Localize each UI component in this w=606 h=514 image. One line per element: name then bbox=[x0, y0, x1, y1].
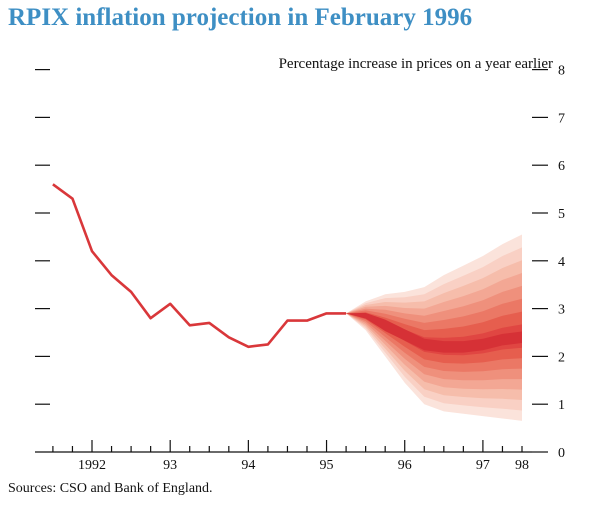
x-tick-label-94: 94 bbox=[241, 458, 255, 473]
y-tick-label-4: 4 bbox=[558, 255, 565, 270]
y-tick-label-8: 8 bbox=[558, 64, 565, 79]
y-tick-label-2: 2 bbox=[558, 350, 565, 365]
chart-title: RPIX inflation projection in February 19… bbox=[8, 4, 473, 31]
x-tick-label-1992: 1992 bbox=[78, 458, 106, 473]
y-tick-label-0: 0 bbox=[558, 446, 565, 461]
y-tick-label-3: 3 bbox=[558, 303, 565, 318]
fan-central-band bbox=[346, 312, 522, 353]
x-tick-label-93: 93 bbox=[163, 458, 177, 473]
x-tick-label-95: 95 bbox=[320, 458, 334, 473]
y-tick-label-5: 5 bbox=[558, 207, 565, 222]
y-tick-label-1: 1 bbox=[558, 398, 565, 413]
y-axis-label: Percentage increase in prices on a year … bbox=[278, 56, 553, 72]
y-tick-label-6: 6 bbox=[558, 159, 565, 174]
y-tick-label-7: 7 bbox=[558, 111, 565, 126]
x-tick-label-97: 97 bbox=[476, 458, 490, 473]
source-note: Sources: CSO and Bank of England. bbox=[8, 481, 213, 496]
x-tick-label-96: 96 bbox=[398, 458, 412, 473]
actual-inflation-line bbox=[52, 183, 347, 349]
x-tick-label-98: 98 bbox=[515, 458, 529, 473]
